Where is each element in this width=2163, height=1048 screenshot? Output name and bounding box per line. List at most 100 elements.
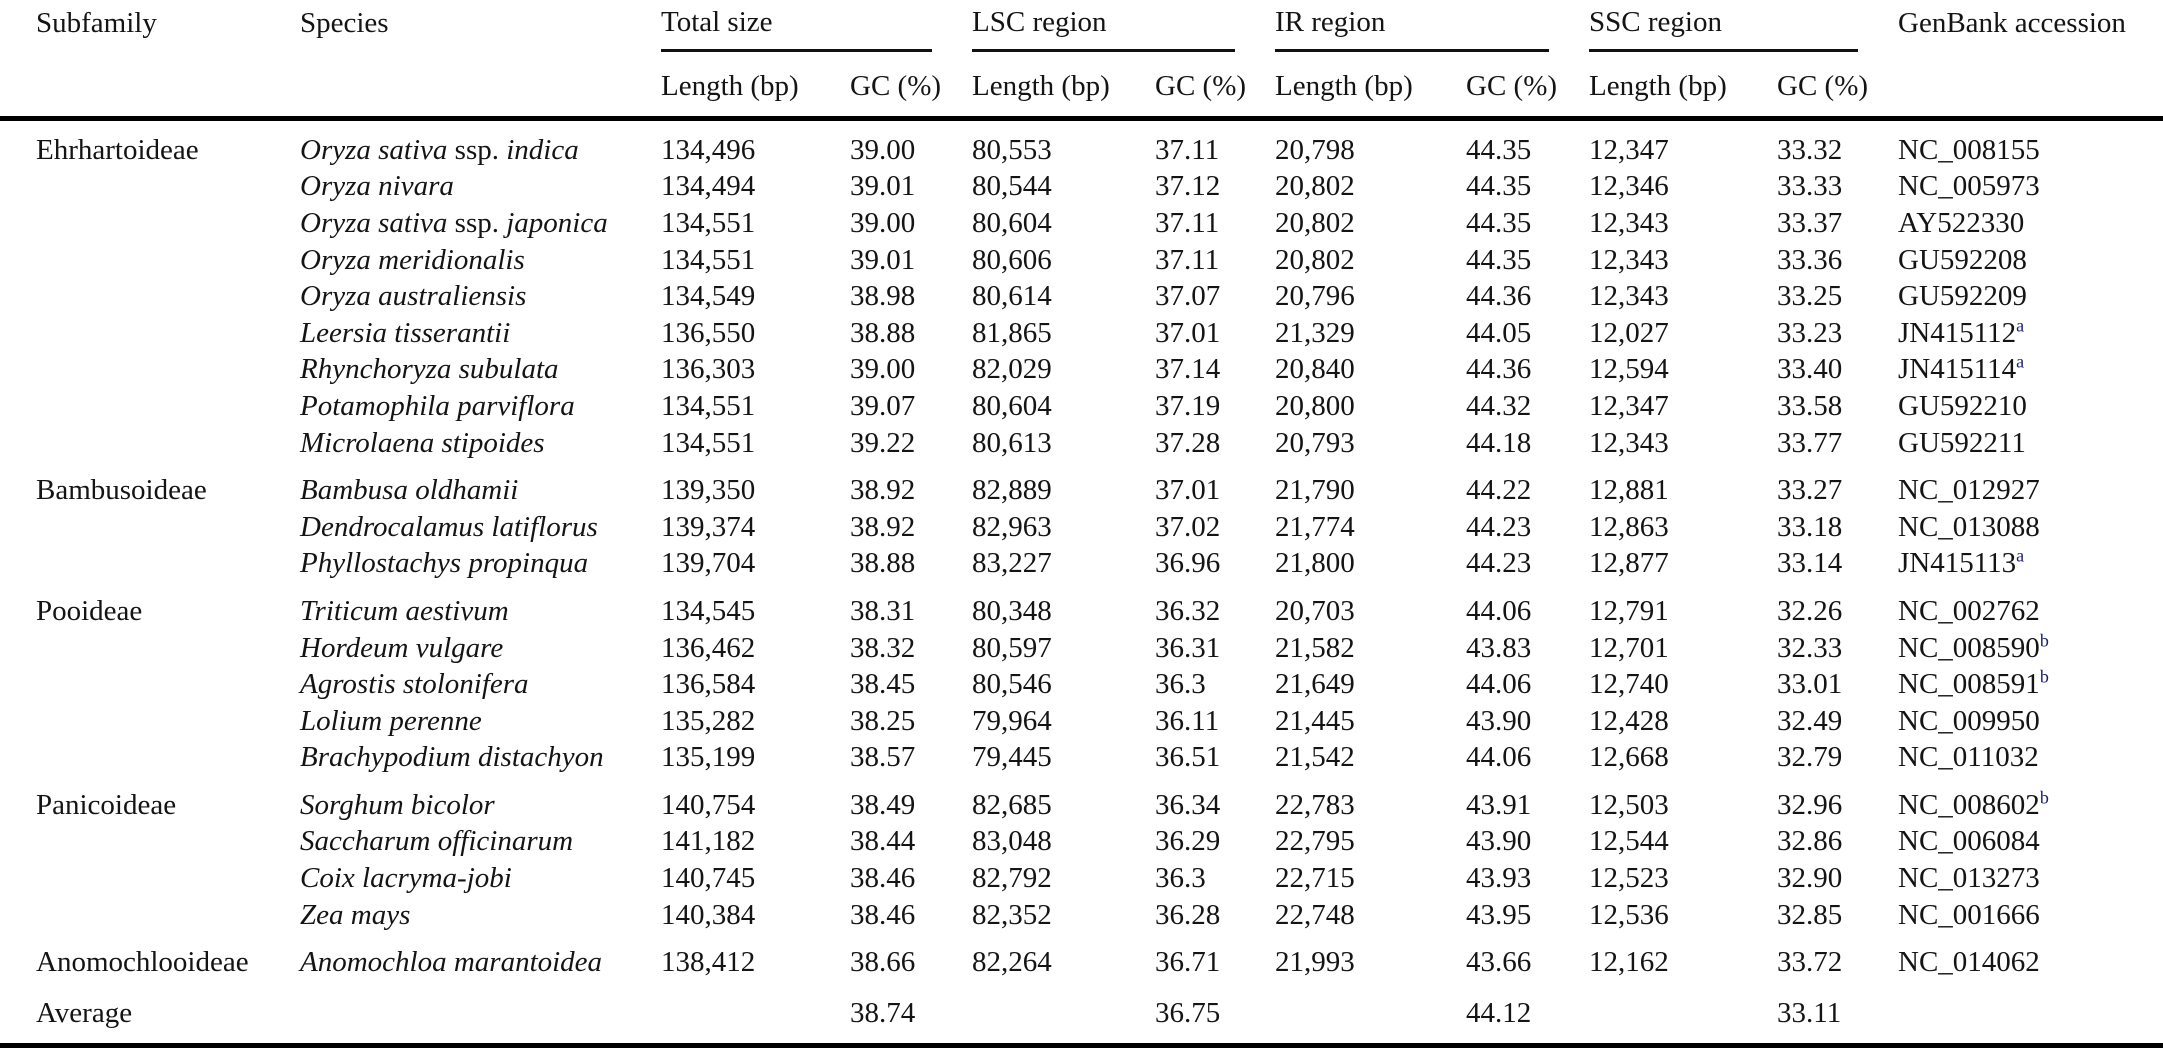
table-body: Ehrhartoideae Oryza sativa ssp. indica 134… — [0, 119, 2163, 1048]
cell-ssc-length: 12,347 — [1589, 389, 1669, 422]
cell-ir-gc: 44.18 — [1466, 426, 1532, 459]
species-row: Hordeum vulgare 136,462 38.32 80,597 36.31 21… — [0, 630, 2163, 667]
cell-ir-length: 21,649 — [1275, 668, 1355, 701]
cell-total-gc: 38.88 — [850, 547, 916, 580]
species-row: Leersia tisserantii 136,550 38.88 81,865 37.… — [0, 315, 2163, 352]
footnote-marker: a — [2016, 545, 2025, 566]
cell-species — [300, 981, 661, 1048]
species-row: Pooideae Triticum aestivum 134,545 38.31 80,… — [0, 582, 2163, 630]
cell-lsc-length: 80,606 — [972, 243, 1052, 276]
cell-ssc-gc: 33.25 — [1777, 280, 1843, 313]
cell-species: Oryza meridionalis — [300, 243, 525, 276]
cell-genbank: AY522330 — [1898, 206, 2025, 239]
cell-ir-gc: 44.23 — [1466, 510, 1532, 543]
cell-lsc-gc: 37.11 — [1155, 206, 1220, 239]
cell-ir-gc: 43.93 — [1466, 862, 1532, 895]
cell-total-length: 134,496 — [661, 133, 756, 166]
cell-ir-length: 21,774 — [1275, 510, 1355, 543]
cell-total-length: 136,584 — [661, 668, 756, 701]
ssp-abbreviation: ssp. — [447, 206, 507, 239]
cell-ir-length: 20,802 — [1275, 243, 1355, 276]
cell-subfamily — [0, 388, 300, 425]
cell-ssc-gc: 33.37 — [1777, 206, 1843, 239]
footnote-marker: b — [2039, 629, 2049, 650]
cell-species: Rhynchoryza subulata — [300, 353, 559, 386]
cell-species: Oryza nivara — [300, 170, 454, 203]
cell-total-length: 136,303 — [661, 353, 756, 386]
species-row: Brachypodium distachyon 135,199 38.57 79,44… — [0, 740, 2163, 777]
cell-subfamily — [0, 169, 300, 206]
cell-ir-gc: 44.36 — [1466, 353, 1532, 386]
cell-genbank: GU592209 — [1898, 280, 2027, 313]
species-row: Potamophila parviflora 134,551 39.07 80,604… — [0, 388, 2163, 425]
cell-subfamily — [0, 425, 300, 462]
cell-lsc-gc: 36.96 — [1155, 547, 1221, 580]
cell-species: Anomochloa marantoidea — [300, 946, 603, 979]
cell-ir-gc: 44.06 — [1466, 594, 1532, 627]
cell-ssc-length: 12,027 — [1589, 316, 1669, 349]
cell-genbank: NC_006084 — [1898, 825, 2040, 858]
cell-genbank: NC_011032 — [1898, 741, 2039, 774]
cell-total-gc: 38.45 — [850, 668, 916, 701]
cell-total-length: 140,754 — [661, 788, 756, 821]
cell-ssc-length: 12,668 — [1589, 741, 1669, 774]
species-row: Zea mays 140,384 38.46 82,352 36.28 22,748 43.… — [0, 897, 2163, 934]
subcol-lsc-length: Length (bp) — [972, 53, 1156, 121]
cell-ir-length: 22,748 — [1275, 898, 1355, 931]
cell-lsc-gc: 36.31 — [1155, 631, 1221, 664]
cell-species: Hordeum vulgare — [300, 631, 504, 664]
cell-ssc-gc: 32.90 — [1777, 862, 1843, 895]
cell-total-length: 134,551 — [661, 389, 756, 422]
cell-total-length: 135,282 — [661, 704, 756, 737]
cell-subfamily: Panicoideae — [36, 788, 177, 821]
col-header-ir-region: IR region — [1275, 4, 1589, 53]
cell-lsc-length: 80,604 — [972, 389, 1052, 422]
species-row: Oryza meridionalis 134,551 39.01 80,606 37.1… — [0, 242, 2163, 279]
cell-subfamily — [0, 666, 300, 703]
cell-ssc-length: 12,428 — [1589, 704, 1669, 737]
cell-genbank: NC_013273 — [1898, 862, 2040, 895]
cell-ir-gc: 43.83 — [1466, 631, 1532, 664]
cell-ssc-length: 12,881 — [1589, 474, 1669, 507]
cell-species: Agrostis stolonifera — [300, 668, 529, 701]
cell-ssc-length: 12,594 — [1589, 353, 1669, 386]
cell-lsc-gc: 37.01 — [1155, 316, 1221, 349]
cell-ssc-length: 12,162 — [1589, 946, 1669, 979]
cell-lsc-gc: 37.02 — [1155, 510, 1221, 543]
ssc-region-spanner: SSC region — [1589, 4, 1859, 52]
cell-genbank: NC_005973 — [1898, 170, 2040, 203]
species-row: Oryza australiensis 134,549 38.98 80,614 37.… — [0, 278, 2163, 315]
cell-total-gc: 38.46 — [850, 862, 916, 895]
cell-total-gc: 38.49 — [850, 788, 916, 821]
cell-genbank: NC_002762 — [1898, 594, 2040, 627]
footnote-marker: b — [2039, 666, 2049, 687]
cell-ir-gc: 43.91 — [1466, 788, 1532, 821]
cell-genbank: NC_014062 — [1898, 946, 2040, 979]
cell-lsc-gc: 36.32 — [1155, 594, 1221, 627]
cell-lsc-length: 81,865 — [972, 316, 1052, 349]
cell-ir-length: 22,783 — [1275, 788, 1355, 821]
cell-lsc-gc: 36.51 — [1155, 741, 1221, 774]
cell-lsc-gc: 37.01 — [1155, 474, 1221, 507]
cell-total-length: 140,745 — [661, 862, 756, 895]
cell-lsc-gc: 37.19 — [1155, 389, 1221, 422]
cell-subfamily — [0, 897, 300, 934]
cell-species: Microlaena stipoides — [300, 426, 545, 459]
cell-lsc-length: 80,613 — [972, 426, 1052, 459]
cell-total-gc: 39.01 — [850, 243, 916, 276]
cell-lsc-gc: 36.11 — [1155, 704, 1220, 737]
cell-lsc-length: 80,553 — [972, 133, 1052, 166]
subcol-ssc-gc: GC (%) — [1777, 53, 1899, 121]
cell-total-gc: 38.57 — [850, 741, 916, 774]
cell-total-length: 134,494 — [661, 170, 756, 203]
cell-lsc-length: 82,029 — [972, 353, 1052, 386]
cell-genbank: NC_008591b — [1898, 666, 2049, 701]
cell-ssc-gc: 33.14 — [1777, 547, 1843, 580]
cell-lsc-length: 79,445 — [972, 741, 1052, 774]
cell-lsc-length: 82,792 — [972, 862, 1052, 895]
cell-ir-length — [1275, 981, 1467, 1048]
ssp-abbreviation: ssp. — [447, 133, 507, 166]
cell-total-gc: 39.00 — [850, 353, 916, 386]
cell-total-length: 134,545 — [661, 594, 756, 627]
